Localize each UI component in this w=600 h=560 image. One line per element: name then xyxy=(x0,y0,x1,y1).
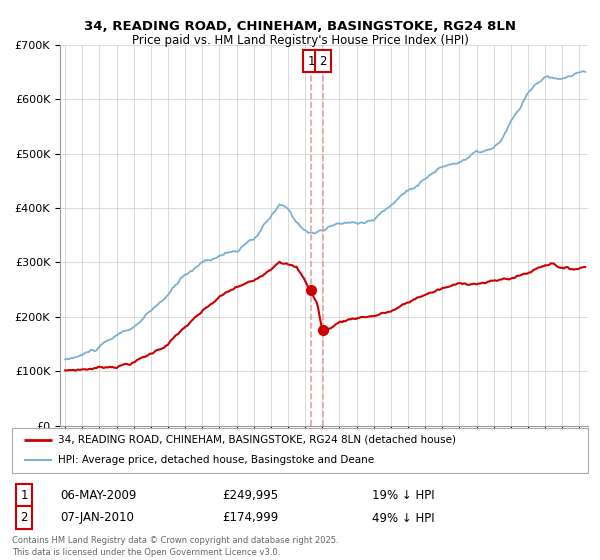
Text: 49% ↓ HPI: 49% ↓ HPI xyxy=(372,511,434,525)
Text: 07-JAN-2010: 07-JAN-2010 xyxy=(60,511,134,525)
Text: Price paid vs. HM Land Registry's House Price Index (HPI): Price paid vs. HM Land Registry's House … xyxy=(131,34,469,46)
FancyBboxPatch shape xyxy=(12,428,588,473)
Text: HPI: Average price, detached house, Basingstoke and Deane: HPI: Average price, detached house, Basi… xyxy=(58,455,374,465)
Text: £249,995: £249,995 xyxy=(222,489,278,502)
Text: 06-MAY-2009: 06-MAY-2009 xyxy=(60,489,136,502)
Text: 34, READING ROAD, CHINEHAM, BASINGSTOKE, RG24 8LN: 34, READING ROAD, CHINEHAM, BASINGSTOKE,… xyxy=(84,20,516,32)
Text: £174,999: £174,999 xyxy=(222,511,278,525)
Text: 1: 1 xyxy=(307,55,315,68)
Text: 2: 2 xyxy=(319,55,326,68)
Text: 1: 1 xyxy=(20,488,28,502)
Text: 19% ↓ HPI: 19% ↓ HPI xyxy=(372,489,434,502)
Text: 34, READING ROAD, CHINEHAM, BASINGSTOKE, RG24 8LN (detached house): 34, READING ROAD, CHINEHAM, BASINGSTOKE,… xyxy=(58,435,456,445)
Text: Contains HM Land Registry data © Crown copyright and database right 2025.
This d: Contains HM Land Registry data © Crown c… xyxy=(12,536,338,557)
Text: 2: 2 xyxy=(20,511,28,524)
